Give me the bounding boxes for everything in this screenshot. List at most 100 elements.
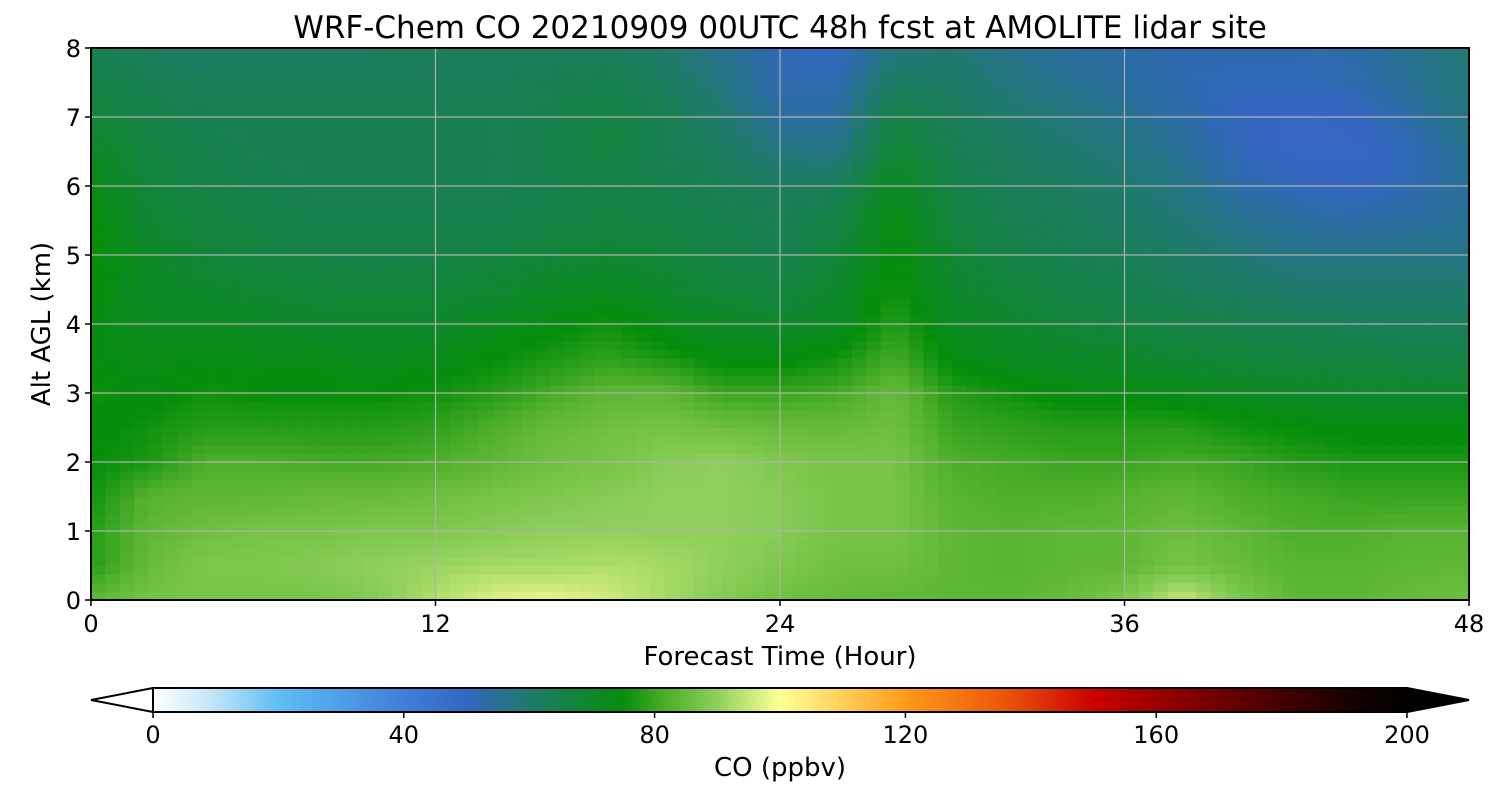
heatmap-cell (1224, 280, 1240, 291)
heatmap-cell (521, 246, 537, 256)
heatmap-cell (148, 332, 164, 342)
heatmap-cell (1138, 410, 1154, 420)
heatmap-cell (263, 289, 279, 299)
heatmap-cell (234, 574, 250, 584)
heatmap-cell (521, 186, 537, 196)
heatmap-cell (765, 453, 781, 463)
heatmap-cell (1339, 255, 1355, 265)
heatmap-cell (909, 496, 925, 506)
heatmap-cell (1268, 384, 1283, 394)
heatmap-cell (1311, 539, 1327, 549)
heatmap-cell (866, 384, 882, 394)
heatmap-cell (1181, 513, 1197, 523)
heatmap-cell (1167, 591, 1183, 600)
heatmap-cell (1210, 168, 1226, 178)
heatmap-cell (579, 436, 594, 446)
heatmap-cell (1052, 186, 1068, 196)
heatmap-cell (449, 306, 465, 316)
heatmap-cell (980, 332, 996, 342)
heatmap-cell (1024, 186, 1039, 196)
heatmap-cell (708, 479, 724, 489)
heatmap-cell (1024, 393, 1039, 403)
heatmap-cell (1382, 574, 1398, 584)
heatmap-cell (449, 272, 465, 282)
heatmap-cell (507, 306, 523, 316)
heatmap-cell (1454, 255, 1469, 265)
heatmap-cell (1167, 401, 1183, 411)
heatmap-cell (736, 548, 752, 558)
heatmap-cell (1425, 522, 1441, 532)
heatmap-cell (507, 444, 523, 454)
heatmap-cell (162, 582, 178, 592)
heatmap-cell (1454, 556, 1469, 567)
heatmap-cell (751, 496, 767, 506)
heatmap-cell (722, 272, 738, 282)
heatmap-cell (579, 246, 594, 256)
heatmap-cell (320, 591, 336, 600)
heatmap-cell (937, 470, 953, 480)
heatmap-cell (1253, 315, 1269, 325)
heatmap-cell (751, 556, 767, 567)
heatmap-cell (866, 513, 882, 523)
heatmap-cell (665, 479, 681, 489)
heatmap-cell (1196, 410, 1212, 420)
heatmap-cell (708, 349, 724, 360)
heatmap-cell (1138, 505, 1154, 515)
heatmap-cell (736, 237, 752, 247)
heatmap-cell (952, 177, 968, 187)
heatmap-cell (320, 168, 336, 178)
heatmap-cell (263, 177, 279, 187)
heatmap-cell (392, 496, 408, 506)
heatmap-cell (909, 574, 925, 584)
heatmap-cell (392, 487, 408, 498)
heatmap-cell (248, 539, 264, 549)
heatmap-cell (837, 479, 853, 489)
heatmap-cell (335, 315, 350, 325)
heatmap-cell (995, 211, 1011, 222)
heatmap-cell (1196, 349, 1212, 360)
heatmap-cell (937, 298, 953, 308)
heatmap-cell (866, 496, 882, 506)
heatmap-cell (1296, 505, 1312, 515)
heatmap-cell (650, 582, 666, 592)
heatmap-cell (607, 453, 623, 463)
heatmap-cell (406, 151, 422, 161)
heatmap-cell (564, 324, 580, 334)
heatmap-cell (1311, 565, 1327, 575)
heatmap-cell (449, 177, 465, 187)
heatmap-cell (1095, 470, 1111, 480)
heatmap-cell (736, 505, 752, 515)
heatmap-cell (1368, 444, 1384, 454)
heatmap-cell (622, 367, 638, 377)
heatmap-cell (1382, 289, 1398, 299)
heatmap-cell (794, 263, 810, 273)
heatmap-cell (980, 427, 996, 437)
heatmap-cell (1181, 168, 1197, 178)
heatmap-cell (794, 358, 810, 368)
heatmap-cell (995, 505, 1011, 515)
heatmap-cell (306, 393, 322, 403)
heatmap-cell (263, 263, 279, 273)
heatmap-cell (923, 565, 939, 575)
heatmap-cell (1268, 479, 1283, 489)
heatmap-cell (320, 444, 336, 454)
heatmap-cell (607, 496, 623, 506)
heatmap-cell (291, 565, 307, 575)
heatmap-cell (952, 246, 968, 256)
heatmap-cell (1354, 574, 1370, 584)
heatmap-cell (966, 349, 982, 360)
heatmap-cell (277, 522, 293, 532)
heatmap-cell (1311, 168, 1327, 178)
heatmap-cell (665, 401, 681, 411)
heatmap-cell (1210, 160, 1226, 170)
heatmap-cell (162, 427, 178, 437)
heatmap-cell (851, 470, 867, 480)
heatmap-cell (693, 229, 709, 239)
heatmap-cell (464, 298, 480, 308)
heatmap-cell (937, 410, 953, 420)
heatmap-cell (923, 453, 939, 463)
heatmap-cell (607, 548, 623, 558)
heatmap-cell (134, 211, 150, 222)
heatmap-cell (780, 186, 795, 196)
heatmap-cell (751, 393, 767, 403)
